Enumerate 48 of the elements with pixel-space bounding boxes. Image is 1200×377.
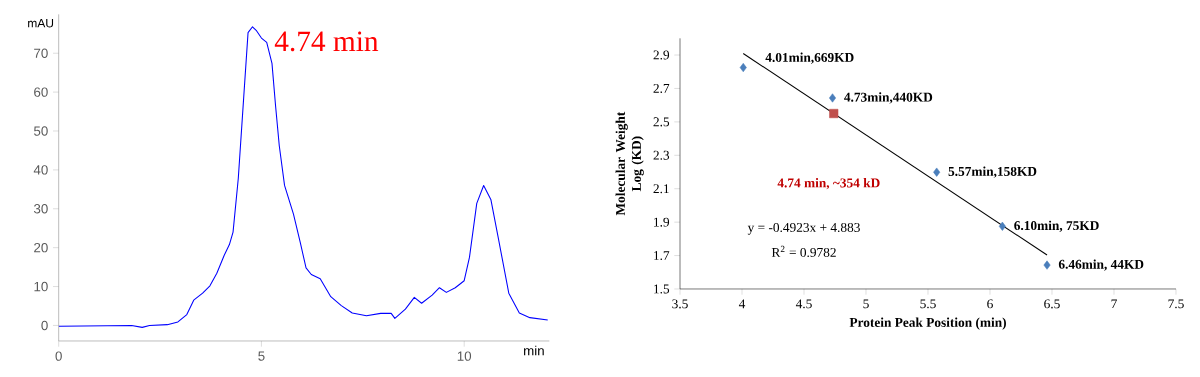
data-label: 5.57min,158KD xyxy=(948,166,1037,178)
y-tick-label: 1.9 xyxy=(654,217,670,227)
line-series xyxy=(58,26,549,328)
y-tick-label: 50 xyxy=(33,126,48,136)
annotation: y = -0.4923x + 4.883 xyxy=(747,222,860,235)
x-tick-label: 5 xyxy=(863,299,869,309)
x-tick-label: 7 xyxy=(1111,299,1117,309)
y-tick-label: 10 xyxy=(34,281,48,292)
x-tick-label: 0 xyxy=(55,351,62,361)
y-tick-label: 2.7 xyxy=(653,83,670,93)
y-axis-title: mAU xyxy=(28,19,54,28)
y-tick-label: 70 xyxy=(34,48,48,58)
point xyxy=(998,221,1006,231)
annotation: R$^{2}$ = 0.9782 xyxy=(771,245,836,257)
y-tick-label: 0 xyxy=(41,320,48,331)
y-tick-label: 30 xyxy=(33,204,48,214)
x-tick-label: 7.5 xyxy=(1168,299,1184,309)
y-tick-label: 2.1 xyxy=(653,184,669,194)
x-tick-label: 3.5 xyxy=(672,299,688,309)
y-tick-label: 20 xyxy=(34,242,48,253)
point xyxy=(933,167,941,177)
y-tick-label: 1.7 xyxy=(654,251,670,261)
x-axis-title: Protein Peak Position (min) xyxy=(849,317,1006,330)
x-tick-label: 5.5 xyxy=(920,299,936,309)
y-tick-label: 60 xyxy=(34,87,48,97)
x-axis-title: min xyxy=(524,345,544,356)
x-tick-label: 4.5 xyxy=(795,299,812,309)
x-tick-label: 6 xyxy=(987,299,993,309)
point xyxy=(829,93,836,103)
y-tick-label: 2.3 xyxy=(653,150,670,160)
y-axis-title: Molecular Weight Log (KD) xyxy=(615,111,644,216)
x-tick-label: 10 xyxy=(457,351,472,361)
y-tick-label: 40 xyxy=(33,165,48,175)
data-label: 4.73min,440KD xyxy=(844,92,933,104)
point xyxy=(1043,260,1051,270)
point xyxy=(739,63,747,73)
x-tick-label: 5 xyxy=(258,351,265,361)
point xyxy=(829,108,839,119)
data-label: 6.46min, 44KD xyxy=(1058,259,1144,271)
x-tick-label: 6.5 xyxy=(1044,299,1060,309)
data-label: 6.10min, 75KD xyxy=(1014,220,1099,232)
y-tick-label: 2.9 xyxy=(653,50,670,60)
annotation: 4.74 min, ~354 kD xyxy=(777,178,880,190)
x-tick-label: 4 xyxy=(738,299,746,309)
y-tick-label: 2.5 xyxy=(653,117,670,127)
y-tick-label: 1.5 xyxy=(654,284,670,294)
data-label: 4.01min,669KD xyxy=(765,52,854,64)
annotation: 4.74 min xyxy=(274,31,379,52)
